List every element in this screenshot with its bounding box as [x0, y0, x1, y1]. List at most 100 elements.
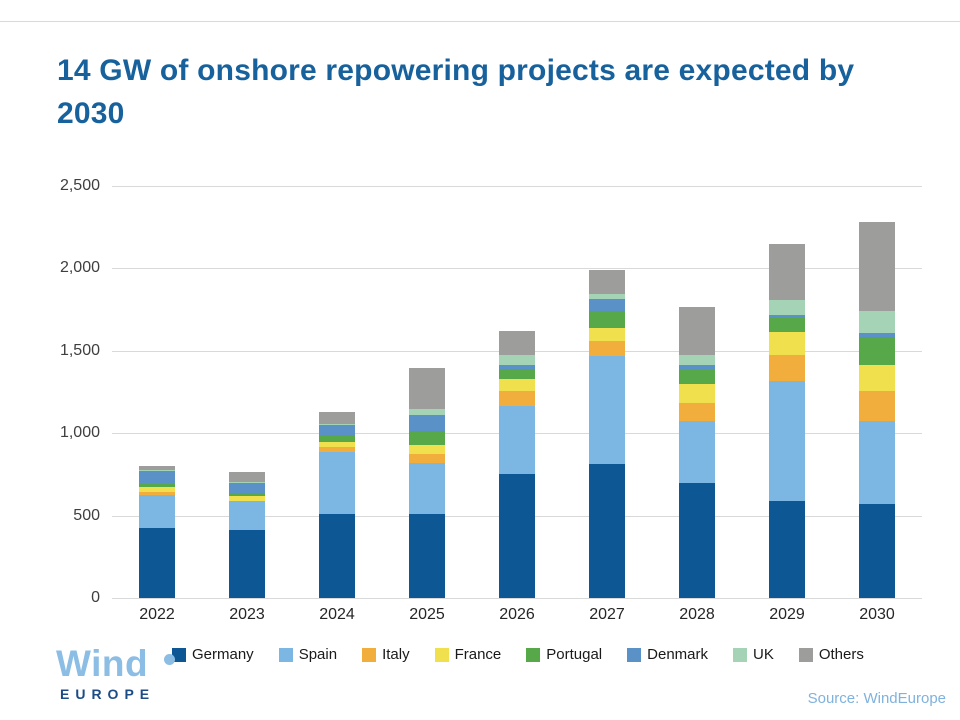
- logo-wordmark: Wind: [56, 643, 149, 684]
- bar-segment-italy-2028: [679, 403, 715, 422]
- bar-cell-2029: [742, 186, 832, 598]
- legend-label: France: [454, 646, 502, 663]
- legend-swatch-icon: [733, 647, 747, 662]
- x-tick-label-2022: 2022: [139, 606, 175, 623]
- bar-segment-germany-2027: [589, 463, 625, 598]
- bar-segment-spain-2028: [679, 421, 715, 484]
- bar-segment-germany-2025: [409, 513, 445, 598]
- bar-segment-italy-2029: [769, 354, 805, 382]
- bar-segment-denmark-2028: [679, 364, 715, 371]
- bar-segment-portugal-2026: [499, 368, 535, 379]
- legend-label: UK: [753, 646, 774, 663]
- bar-segment-denmark-2030: [859, 333, 895, 337]
- bar-cell-2024: [292, 186, 382, 598]
- bar-segment-portugal-2025: [409, 431, 445, 445]
- legend-label: Italy: [382, 646, 410, 663]
- y-tick-label: 500: [73, 506, 100, 524]
- stacked-bar-2025: [409, 367, 445, 598]
- legend-label: Others: [818, 646, 864, 663]
- x-tick-label-2025: 2025: [409, 606, 445, 623]
- x-tick-label-2023: 2023: [229, 606, 265, 623]
- bar-segment-portugal-2027: [589, 310, 625, 329]
- legend-swatch-icon: [172, 647, 186, 662]
- stacked-bar-2024: [319, 411, 355, 598]
- bar-segment-portugal-2030: [859, 336, 895, 365]
- bar-segment-others-2027: [589, 269, 625, 294]
- stacked-bar-2026: [499, 330, 535, 598]
- bar-segment-france-2027: [589, 328, 625, 342]
- bar-cell-2023: [202, 186, 292, 598]
- bar-segment-others-2030: [859, 221, 895, 311]
- stacked-bar-2022: [139, 466, 175, 598]
- bar-segment-france-2028: [679, 384, 715, 404]
- bar-segment-france-2029: [769, 332, 805, 355]
- legend-item-denmark: Denmark: [627, 646, 708, 663]
- page-title: 14 GW of onshore repowering projects are…: [57, 54, 855, 130]
- legend-item-others: Others: [798, 646, 864, 663]
- bar-segment-portugal-2024: [319, 434, 355, 443]
- legend-item-portugal: Portugal: [526, 646, 602, 663]
- legend-label: Denmark: [647, 646, 708, 663]
- bar-segment-france-2024: [319, 442, 355, 448]
- legend-label: Spain: [298, 646, 338, 663]
- bar-segment-italy-2025: [409, 454, 445, 463]
- x-axis-labels: 2022 2023 2024 2025 2026 2027 2028 2029 2030: [112, 606, 922, 628]
- bar-segment-germany-2026: [499, 474, 535, 598]
- bar-segment-spain-2024: [319, 451, 355, 514]
- bar-cell-2022: [112, 186, 202, 598]
- legend-item-spain: Spain: [278, 646, 338, 663]
- bar-segment-others-2028: [679, 306, 715, 355]
- bar-segment-denmark-2025: [409, 414, 445, 432]
- bar-segment-italy-2030: [859, 390, 895, 421]
- stacked-bar-2028: [679, 306, 715, 598]
- bar-segment-italy-2023: [229, 500, 265, 502]
- bar-segment-france-2023: [229, 495, 265, 501]
- legend-item-france: France: [434, 646, 502, 663]
- bar-segment-denmark-2027: [589, 299, 625, 311]
- bar-cell-2028: [652, 186, 742, 598]
- legend-item-germany: Germany: [172, 646, 254, 663]
- bar-segment-spain-2025: [409, 462, 445, 514]
- bar-segment-denmark-2023: [229, 482, 265, 494]
- x-tick-label-2027: 2027: [589, 606, 625, 623]
- bar-segment-denmark-2024: [319, 424, 355, 435]
- source-note: Source: WindEurope: [807, 690, 946, 707]
- stacked-bar-2023: [229, 471, 265, 598]
- bar-segment-portugal-2028: [679, 370, 715, 385]
- y-tick-label: 1,000: [59, 424, 100, 441]
- bar-segment-uk-2022: [139, 470, 175, 471]
- legend-swatch-icon: [526, 647, 541, 662]
- legend-swatch-icon: [798, 647, 813, 662]
- x-tick-label-2024: 2024: [319, 606, 355, 623]
- bar-segment-italy-2024: [319, 447, 355, 452]
- legend-label: Portugal: [546, 646, 603, 663]
- bar-segment-spain-2029: [769, 381, 805, 501]
- gridline: [112, 598, 922, 599]
- slide-top-border: [0, 21, 960, 22]
- bar-cell-2030: [832, 186, 922, 598]
- bar-segment-portugal-2023: [229, 493, 265, 496]
- bar-segment-others-2029: [769, 244, 805, 301]
- bar-segment-uk-2028: [679, 354, 715, 365]
- logo-dot-icon: [164, 654, 175, 665]
- x-tick-label-2029: 2029: [769, 606, 805, 623]
- bar-segment-uk-2026: [499, 354, 535, 365]
- bar-segment-spain-2023: [229, 501, 265, 530]
- legend-label: Germany: [192, 646, 254, 663]
- bar-segment-others-2022: [139, 466, 175, 471]
- legend-item-italy: Italy: [362, 646, 410, 663]
- legend-swatch-icon: [278, 647, 293, 662]
- bar-segment-others-2023: [229, 471, 265, 482]
- bar-segment-portugal-2029: [769, 318, 805, 333]
- legend-swatch-icon: [434, 647, 449, 662]
- bar-segment-france-2022: [139, 487, 175, 493]
- x-tick-label-2030: 2030: [859, 606, 895, 623]
- bar-segment-others-2025: [409, 367, 445, 410]
- bar-segment-italy-2026: [499, 390, 535, 406]
- windeurope-logo: Wind EUROPE: [56, 645, 186, 702]
- bar-segment-germany-2030: [859, 503, 895, 598]
- y-tick-label: 1,500: [59, 341, 100, 359]
- y-tick-label: 2,000: [59, 259, 100, 276]
- bar-segment-france-2025: [409, 444, 445, 455]
